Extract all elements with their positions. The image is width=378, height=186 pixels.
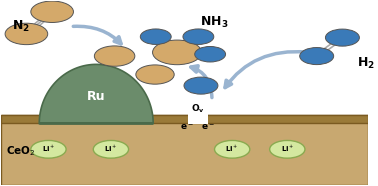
Text: $\mathbf{NH_3}$: $\mathbf{NH_3}$ <box>200 15 228 30</box>
Circle shape <box>300 48 334 65</box>
Circle shape <box>270 140 305 158</box>
Circle shape <box>31 1 73 23</box>
Circle shape <box>153 40 201 65</box>
Circle shape <box>31 140 66 158</box>
Text: CeO$_2$: CeO$_2$ <box>6 144 36 158</box>
Text: e$^-$: e$^-$ <box>201 122 215 132</box>
Text: Li$^+$: Li$^+$ <box>104 144 118 154</box>
Text: Ru: Ru <box>87 90 105 103</box>
Circle shape <box>140 29 171 44</box>
Text: e$^-$: e$^-$ <box>180 122 194 132</box>
Text: Li$^+$: Li$^+$ <box>225 144 239 154</box>
Circle shape <box>183 29 214 44</box>
Text: O$_\mathregular{v}$: O$_\mathregular{v}$ <box>191 102 204 115</box>
Circle shape <box>93 140 129 158</box>
FancyBboxPatch shape <box>1 115 368 185</box>
Polygon shape <box>39 64 153 124</box>
Circle shape <box>136 65 174 84</box>
Text: $\mathbf{H_2}$: $\mathbf{H_2}$ <box>357 56 375 71</box>
Circle shape <box>215 140 250 158</box>
Circle shape <box>5 23 48 45</box>
Text: Li$^+$: Li$^+$ <box>280 144 294 154</box>
Circle shape <box>94 46 135 66</box>
Circle shape <box>325 29 359 46</box>
FancyBboxPatch shape <box>187 114 208 124</box>
Text: $\mathbf{N_2}$: $\mathbf{N_2}$ <box>12 19 30 34</box>
Circle shape <box>184 77 218 94</box>
Text: Li$^+$: Li$^+$ <box>42 144 55 154</box>
Circle shape <box>195 46 226 62</box>
FancyBboxPatch shape <box>1 115 368 124</box>
